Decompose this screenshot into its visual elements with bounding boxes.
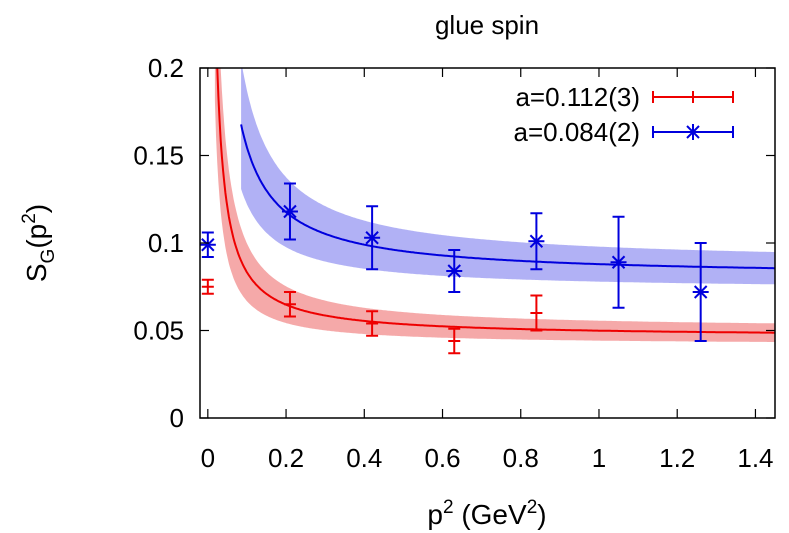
x-tick-label: 1 bbox=[592, 443, 606, 473]
fit-curve-0 bbox=[216, 68, 775, 334]
y-tick-label: 0.1 bbox=[148, 228, 184, 258]
fit-band-0 bbox=[214, 68, 775, 342]
fit-curves bbox=[216, 68, 775, 334]
fit-curve-1 bbox=[240, 124, 775, 270]
x-tick-label: 0.2 bbox=[268, 443, 304, 473]
data-point bbox=[283, 291, 296, 318]
data-point bbox=[530, 294, 543, 332]
x-tick-label: 0.8 bbox=[503, 443, 539, 473]
data-points bbox=[199, 182, 709, 355]
x-tick-labels: 0 0.2 0.4 0.6 0.8 1 1.2 1.4 bbox=[201, 443, 774, 473]
data-point bbox=[528, 212, 545, 271]
data-point bbox=[446, 249, 463, 293]
data-point bbox=[201, 278, 214, 295]
legend-label: a=0.112(3) bbox=[515, 82, 640, 112]
y-tick-label: 0.15 bbox=[133, 141, 184, 171]
y-axis-label: SG(p2) bbox=[19, 204, 59, 282]
data-point bbox=[366, 310, 379, 337]
x-tick-label: 0 bbox=[201, 443, 215, 473]
y-tick-label: 0.2 bbox=[148, 53, 184, 83]
legend-entry-0: a=0.112(3) bbox=[515, 82, 734, 112]
legend: a=0.112(3) a=0.084(2) bbox=[514, 82, 734, 147]
data-point bbox=[448, 327, 461, 355]
legend-label: a=0.084(2) bbox=[514, 117, 640, 147]
x-axis-label: p2 (GeV2) bbox=[427, 497, 546, 530]
data-point bbox=[692, 242, 709, 342]
chart-title: glue spin bbox=[435, 10, 539, 40]
fit-band-1 bbox=[241, 68, 775, 285]
x-tick-label: 1.2 bbox=[659, 443, 695, 473]
y-tick-label: 0 bbox=[170, 403, 184, 433]
data-point bbox=[610, 215, 627, 309]
data-point bbox=[364, 205, 381, 271]
x-tick-label: 1.4 bbox=[737, 443, 773, 473]
x-tick-label: 0.4 bbox=[346, 443, 382, 473]
fit-bands bbox=[214, 68, 775, 342]
data-point bbox=[199, 231, 216, 258]
data-point bbox=[281, 182, 298, 241]
y-tick-labels: 0 0.05 0.1 0.15 0.2 bbox=[133, 53, 184, 433]
x-tick-label: 0.6 bbox=[424, 443, 460, 473]
legend-entry-1: a=0.084(2) bbox=[514, 117, 734, 147]
y-tick-label: 0.05 bbox=[133, 316, 184, 346]
axis-ticks bbox=[200, 67, 775, 419]
